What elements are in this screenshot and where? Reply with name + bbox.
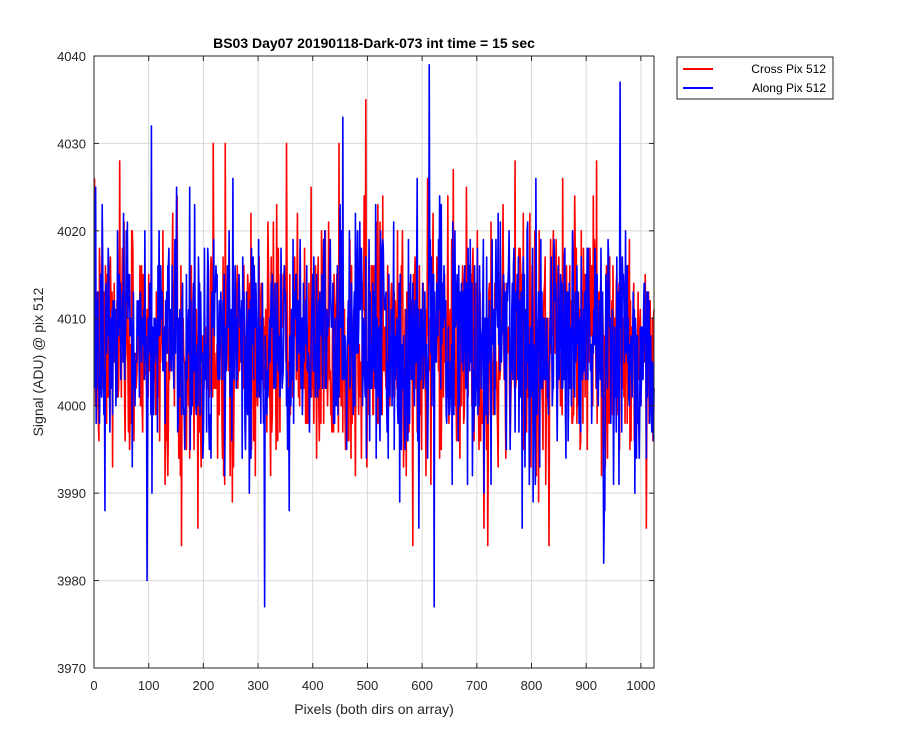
y-tick-label: 3970 [57, 661, 86, 676]
y-tick-label: 4030 [57, 136, 86, 151]
x-tick-label: 400 [302, 678, 324, 693]
series-layer [93, 63, 655, 608]
x-tick-label: 300 [247, 678, 269, 693]
axis-ticks [93, 55, 654, 669]
axes-box [93, 55, 655, 669]
x-tick-label: 600 [411, 678, 433, 693]
x-tick-label: 1000 [626, 678, 655, 693]
chart-title: BS03 Day07 20190118-Dark-073 int time = … [213, 35, 535, 51]
x-tick-label: 200 [193, 678, 215, 693]
y-tick-label: 4000 [57, 399, 86, 414]
legend-label-cross: Cross Pix 512 [751, 62, 826, 76]
y-tick-label: 4010 [57, 311, 86, 326]
x-tick-label: 800 [521, 678, 543, 693]
legend-box [676, 56, 834, 100]
x-tick-label: 100 [138, 678, 160, 693]
legend-label-along: Along Pix 512 [752, 81, 826, 95]
x-tick-label: 0 [90, 678, 97, 693]
series-line-along-pix-512 [93, 63, 655, 608]
y-tick-label: 4040 [57, 49, 86, 64]
x-axis-label: Pixels (both dirs on array) [294, 701, 454, 717]
x-tick-label: 900 [575, 678, 597, 693]
legend: Cross Pix 512 Along Pix 512 [676, 56, 834, 100]
axis-tick-labels: 0 100 200 300 400 500 600 700 800 900 1000 3970 3980… [57, 49, 655, 693]
y-axis-label: Signal (ADU) @ pix 512 [30, 287, 46, 436]
y-tick-label: 4020 [57, 224, 86, 239]
x-tick-label: 500 [357, 678, 379, 693]
y-tick-label: 3980 [57, 574, 86, 589]
x-tick-label: 700 [466, 678, 488, 693]
y-tick-label: 3990 [57, 486, 86, 501]
